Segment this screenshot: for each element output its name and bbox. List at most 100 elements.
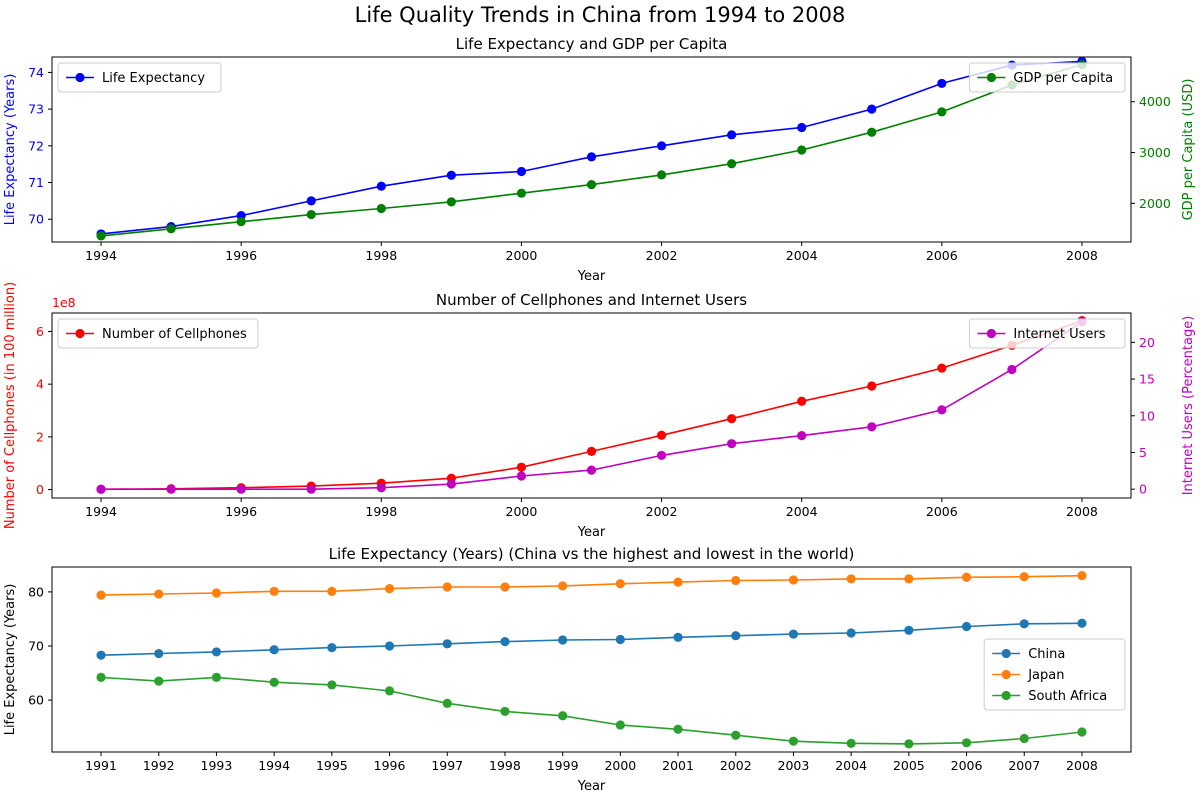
x-tick-label: 2000 [506, 504, 538, 519]
data-point-gdp-per-capita [797, 145, 807, 155]
series-line-japan [100, 574, 1083, 596]
y-tick-label-left: 74 [28, 65, 44, 80]
legend-label: Number of Cellphones [102, 327, 247, 342]
legend-label: Internet Users [1013, 327, 1105, 342]
data-point-gdp-per-capita [166, 224, 176, 234]
data-point-south-africa [961, 738, 972, 748]
data-point-south-africa [154, 676, 164, 686]
data-point-internet-users [867, 422, 877, 432]
x-tick-label: 1993 [201, 758, 233, 773]
x-tick-label: 2008 [1066, 248, 1098, 263]
y-tick-label-left: 80 [28, 584, 44, 599]
data-point-china [154, 648, 164, 659]
x-tick-label: 1998 [489, 758, 521, 773]
series-japan [96, 571, 1087, 600]
y-tick-label-left: 70 [28, 212, 44, 227]
series-south-africa [96, 672, 1087, 749]
data-point-number-of-cellphones [937, 363, 947, 373]
y-axis-label-left: Life Expectancy (Years) [3, 74, 18, 226]
y-tick-label-left: 72 [28, 138, 44, 153]
x-tick-label: 1991 [85, 758, 117, 773]
x-tick-label: 1994 [85, 248, 117, 263]
data-point-china [615, 634, 625, 645]
data-point-china [961, 621, 972, 632]
x-tick-label: 2006 [951, 758, 983, 773]
data-point-china [269, 645, 279, 655]
data-point-life-expectancy [586, 152, 597, 162]
data-point-china [384, 641, 395, 651]
x-tick-label: 1996 [225, 248, 257, 263]
data-point-life-expectancy [867, 104, 877, 114]
y-tick-label-right: 0 [1139, 482, 1147, 497]
legend-swatch-marker [986, 328, 997, 339]
data-point-life-expectancy [656, 141, 667, 151]
x-tick-label: 1992 [143, 758, 175, 773]
y-tick-label-right: 2000 [1139, 196, 1171, 211]
x-tick-label: 2004 [786, 504, 818, 519]
data-point-south-africa [327, 680, 337, 690]
data-point-china [1077, 618, 1087, 628]
x-tick-label: 1995 [316, 758, 348, 773]
data-point-china [904, 625, 914, 635]
x-tick-label: 1996 [374, 758, 406, 773]
y-tick-label-right: 15 [1139, 372, 1155, 387]
data-point-number-of-cellphones [586, 446, 597, 456]
data-point-internet-users [306, 484, 316, 494]
data-point-gdp-per-capita [867, 127, 877, 137]
legend-entry-south-africa: South Africa [992, 689, 1107, 704]
data-point-internet-users [96, 484, 106, 494]
chart-3: Life Expectancy (Years) (China vs the hi… [3, 545, 1132, 794]
data-point-china [788, 629, 799, 639]
x-tick-label: 1999 [547, 758, 579, 773]
data-point-japan [846, 574, 856, 584]
legend: Number of Cellphones [57, 318, 259, 349]
legend-box [968, 318, 1126, 349]
data-point-japan [615, 579, 625, 589]
data-point-south-africa [442, 698, 452, 708]
x-tick-label: 2002 [646, 504, 678, 519]
data-point-south-africa [558, 711, 568, 721]
legend-entry-japan: Japan [992, 668, 1064, 683]
legend-swatch-marker [75, 328, 85, 339]
legend-swatch-marker [1001, 690, 1011, 701]
data-point-life-expectancy [727, 130, 737, 140]
x-tick-label: 1994 [85, 504, 117, 519]
data-point-number-of-cellphones [797, 396, 807, 406]
data-point-china [558, 635, 568, 645]
legend-swatch-marker [1001, 648, 1011, 659]
data-point-south-africa [673, 724, 683, 734]
legend-swatch-marker [75, 72, 85, 83]
data-point-japan [558, 581, 568, 591]
data-point-japan [154, 589, 164, 599]
data-point-japan [961, 572, 972, 582]
x-tick-label: 1998 [365, 248, 397, 263]
y-tick-label-right: 3000 [1139, 145, 1171, 160]
data-point-china [673, 632, 683, 642]
y-axis-label-right: Internet Users (Percentage) [1181, 316, 1196, 496]
chart-2: Number of Cellphones and Internet Users 1… [3, 282, 1196, 540]
x-tick-label: 2007 [1008, 758, 1040, 773]
data-point-internet-users [797, 430, 807, 441]
y-tick-label-left: 0 [36, 482, 44, 497]
figure-title: Life Quality Trends in China from 1994 t… [355, 3, 846, 27]
x-tick-label: 2008 [1066, 758, 1098, 773]
chart-title: Life Expectancy (Years) (China vs the hi… [329, 545, 855, 563]
y-tick-label-left: 71 [28, 175, 44, 190]
data-point-south-africa [846, 738, 856, 748]
series-line-south-africa [100, 676, 1083, 745]
plot-area [51, 56, 1132, 243]
data-point-japan [673, 577, 683, 587]
data-point-south-africa [1019, 733, 1029, 744]
x-tick-label: 1996 [225, 504, 257, 519]
data-point-internet-users [166, 484, 176, 494]
data-point-life-expectancy [797, 122, 807, 133]
x-tick-label: 2008 [1066, 504, 1098, 519]
data-point-internet-users [656, 450, 667, 461]
y-tick-label-left: 6 [36, 324, 44, 339]
legend-label: Japan [1027, 668, 1064, 683]
y-axis-label-left: Number of Cellphones (in 100 million) [3, 282, 18, 529]
data-point-japan [327, 586, 337, 596]
legend-box [57, 318, 259, 349]
legend-label: Life Expectancy [102, 71, 205, 86]
data-point-south-africa [96, 672, 106, 682]
